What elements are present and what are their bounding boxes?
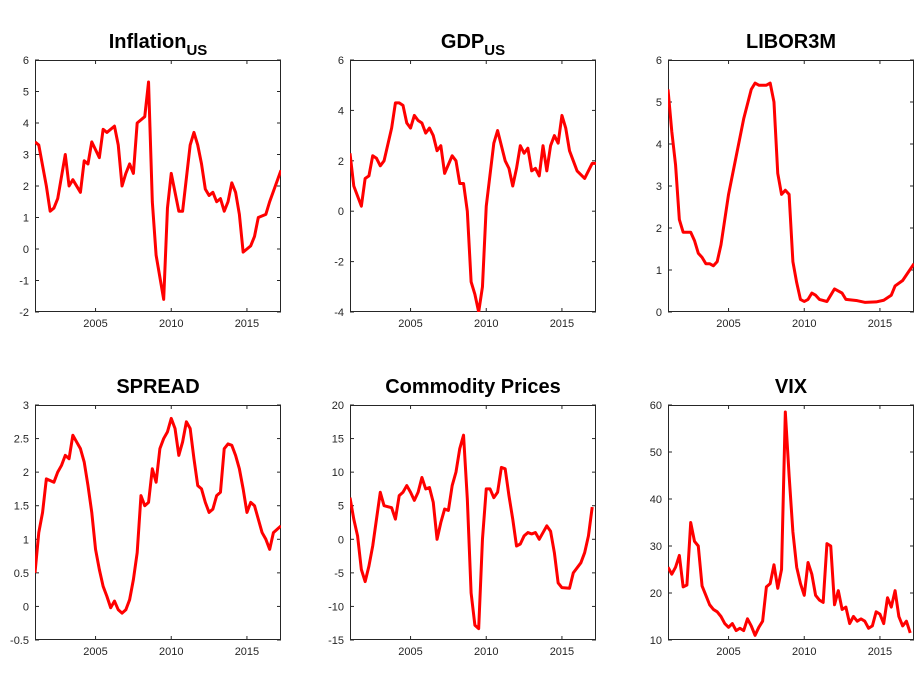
y-tick-label: 5	[338, 501, 344, 513]
y-tick-label: 3	[23, 400, 29, 412]
subplot: SPREAD -0.5 0 0.5 1 1.5 2 2.5 3 2005 2010 2015	[10, 376, 281, 658]
y-tick-label: 2	[23, 181, 29, 193]
x-tick-label: 2005	[716, 318, 740, 330]
y-tick-label: 1	[656, 265, 662, 277]
y-tick-label: 15	[332, 434, 344, 446]
y-tick-label: 1.5	[14, 501, 29, 513]
y-tick-label: -0.5	[10, 635, 29, 647]
x-tick-label: 2015	[550, 318, 574, 330]
title-main: VIX	[775, 376, 808, 398]
y-tick-label: 50	[650, 447, 662, 459]
subplot: Commodity Prices -15 -10 -5 0 5 10 15 20 2005 2010…	[328, 376, 596, 658]
y-tick-label: 4	[23, 118, 29, 130]
x-tick-label: 2005	[83, 646, 107, 658]
y-tick-label: -1	[19, 276, 29, 288]
chart-title: GDPUS	[441, 31, 505, 59]
y-tick-label: 0.5	[14, 568, 29, 580]
y-tick-label: -2	[334, 257, 344, 269]
y-tick-label: 2	[338, 156, 344, 168]
y-tick-label: 10	[650, 635, 662, 647]
subplot: GDPUS -4 -2 0 2 4 6 2005 2010 2015	[334, 31, 596, 330]
subplot: LIBOR3M 0 1 2 3 4 5 6 2005 2010 2015	[656, 31, 914, 330]
y-tick-label: -15	[328, 635, 344, 647]
y-tick-label: 6	[338, 55, 344, 67]
y-tick-label: 30	[650, 541, 662, 553]
x-tick-label: 2015	[868, 318, 892, 330]
x-tick-label: 2015	[868, 646, 892, 658]
y-tick-label: 2	[656, 223, 662, 235]
y-tick-label: -2	[19, 307, 29, 319]
y-tick-label: 0	[23, 601, 29, 613]
y-tick-label: 6	[656, 55, 662, 67]
data-line	[350, 433, 594, 631]
x-tick-label: 2010	[792, 318, 816, 330]
title-subscript: US	[186, 42, 207, 59]
y-tick-label: 1	[23, 534, 29, 546]
y-tick-label: 2	[23, 467, 29, 479]
y-tick-label: 5	[656, 97, 662, 109]
y-tick-label: 0	[338, 206, 344, 218]
axes-box	[350, 60, 596, 312]
y-tick-label: 20	[332, 400, 344, 412]
subplot: InflationUS -2 -1 0 1 2 3 4 5 6 2005 2010 2015	[19, 31, 281, 330]
x-tick-label: 2010	[159, 646, 183, 658]
y-tick-label: -5	[334, 568, 344, 580]
title-main: GDP	[441, 31, 484, 53]
data-line	[668, 410, 912, 637]
y-tick-label: 40	[650, 494, 662, 506]
y-tick-label: 0	[23, 244, 29, 256]
x-tick-label: 2015	[550, 646, 574, 658]
data-line	[668, 81, 914, 304]
x-tick-label: 2005	[716, 646, 740, 658]
x-tick-label: 2010	[159, 318, 183, 330]
x-tick-label: 2005	[398, 318, 422, 330]
y-tick-label: 2.5	[14, 434, 29, 446]
chart-title: VIX	[775, 376, 808, 398]
y-tick-label: 4	[338, 105, 344, 117]
chart-title: InflationUS	[109, 31, 208, 59]
chart-title: Commodity Prices	[385, 376, 561, 398]
y-tick-label: 60	[650, 400, 662, 412]
x-tick-label: 2010	[474, 646, 498, 658]
title-main: LIBOR3M	[746, 31, 836, 53]
y-tick-label: 0	[338, 534, 344, 546]
y-tick-label: -4	[334, 307, 344, 319]
subplot: VIX 10 20 30 40 50 60 2005 2010 2015	[650, 376, 914, 658]
title-main: Commodity Prices	[385, 376, 561, 398]
y-tick-label: 10	[332, 467, 344, 479]
y-tick-label: 4	[656, 139, 662, 151]
chart-title: SPREAD	[116, 376, 199, 398]
y-tick-label: 1	[23, 213, 29, 225]
y-tick-label: 5	[23, 87, 29, 99]
axes-box	[668, 60, 914, 312]
x-tick-label: 2010	[792, 646, 816, 658]
x-tick-label: 2015	[235, 318, 259, 330]
title-subscript: US	[484, 42, 505, 59]
y-tick-label: -10	[328, 601, 344, 613]
axes-box	[35, 405, 281, 640]
x-tick-label: 2005	[398, 646, 422, 658]
y-tick-label: 0	[656, 307, 662, 319]
data-line	[350, 101, 596, 312]
x-tick-label: 2005	[83, 318, 107, 330]
title-main: Inflation	[109, 31, 187, 53]
chart-title: LIBOR3M	[746, 31, 836, 53]
y-tick-label: 3	[656, 181, 662, 193]
data-line	[35, 416, 281, 615]
data-line	[35, 80, 281, 301]
x-tick-label: 2010	[474, 318, 498, 330]
x-tick-label: 2015	[235, 646, 259, 658]
y-tick-label: 6	[23, 55, 29, 67]
y-tick-label: 20	[650, 588, 662, 600]
title-main: SPREAD	[116, 376, 199, 398]
y-tick-label: 3	[23, 150, 29, 162]
